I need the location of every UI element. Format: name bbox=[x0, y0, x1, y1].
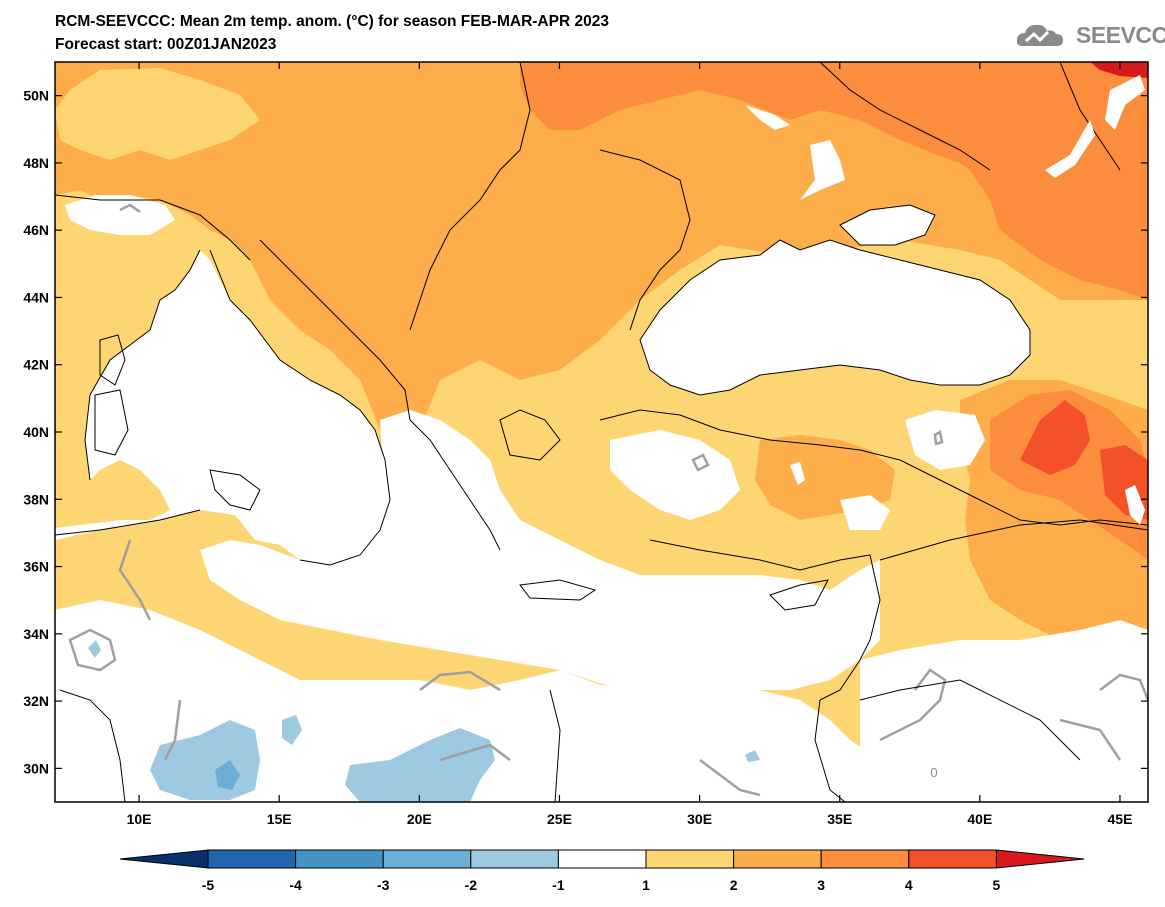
colorbar-segment bbox=[645, 849, 735, 869]
colorbar-segment bbox=[908, 849, 997, 869]
anomaly-field-minus1-2-libya bbox=[345, 728, 495, 802]
lon-label: 30E bbox=[687, 811, 712, 827]
colorbar-label: -2 bbox=[465, 877, 478, 893]
anomaly-field-minus2-3 bbox=[215, 760, 240, 790]
anatolia-white-2 bbox=[905, 410, 985, 470]
latitude-axis: 50N 48N 46N 44N 42N 40N 38N 36N 34N 32N 30N bbox=[23, 88, 1148, 776]
coastlines bbox=[55, 62, 1148, 802]
lat-label: 36N bbox=[23, 559, 49, 575]
zero-contours bbox=[68, 203, 1148, 797]
colorbar-label: 2 bbox=[730, 877, 738, 893]
forecast-start-label: Forecast start: 00Z01JAN2023 bbox=[55, 36, 277, 53]
po-white bbox=[160, 305, 220, 345]
logo-text: SEEVCCC bbox=[1076, 21, 1165, 48]
alps-white bbox=[65, 195, 175, 235]
colorbar-label: -3 bbox=[377, 877, 390, 893]
lat-label: 42N bbox=[23, 357, 49, 373]
anomaly-field-3-4-caucasus bbox=[990, 390, 1148, 560]
mediterranean-sea bbox=[55, 250, 390, 565]
lat-label: 34N bbox=[23, 626, 49, 642]
lat-label: 44N bbox=[23, 289, 49, 305]
colorbar-segment bbox=[470, 849, 559, 869]
anomaly-field-gt5 bbox=[1090, 62, 1148, 78]
colorbar-segment bbox=[382, 849, 472, 869]
aegean-ionian-white bbox=[200, 410, 880, 690]
map-title: RCM-SEEVCCC: Mean 2m temp. anom. (°C) fo… bbox=[55, 13, 609, 30]
lat-label: 50N bbox=[23, 88, 49, 104]
anomaly-field-minus1-2-tunisia bbox=[88, 640, 101, 658]
colorbar-label: -1 bbox=[552, 877, 565, 893]
anomaly-field-minus1-2-sinai bbox=[745, 750, 760, 762]
lon-label: 45E bbox=[1108, 811, 1133, 827]
colorbar: -5 -4 -3 -2 -1 1 2 3 4 5 bbox=[119, 849, 1085, 893]
anatolia-white-1 bbox=[610, 430, 740, 520]
colorbar-segment bbox=[820, 849, 910, 869]
lat-label: 38N bbox=[23, 491, 49, 507]
colorbar-segment bbox=[557, 849, 647, 869]
zero-contour-label: 0 bbox=[930, 765, 937, 780]
cloud-icon bbox=[1016, 24, 1063, 46]
lon-label: 35E bbox=[827, 811, 852, 827]
longitude-axis: 10E 15E 20E 25E 30E 35E 40E 45E bbox=[127, 62, 1133, 827]
rivers bbox=[745, 75, 1145, 525]
lat-label: 32N bbox=[23, 693, 49, 709]
colorbar-label: 1 bbox=[642, 877, 650, 893]
anomaly-field-4-5 bbox=[1020, 400, 1090, 475]
colorbar-label: -5 bbox=[202, 877, 215, 893]
colorbar-segment bbox=[295, 849, 384, 869]
black-sea bbox=[640, 240, 1030, 395]
colorbar-label: 3 bbox=[817, 877, 825, 893]
seevccc-logo: SEEVCCC bbox=[1016, 20, 1165, 50]
colorbar-segment bbox=[119, 849, 209, 869]
anomaly-fields bbox=[55, 62, 1148, 802]
colorbar-segment bbox=[995, 849, 1085, 869]
lat-label: 40N bbox=[23, 424, 49, 440]
lon-label: 20E bbox=[407, 811, 432, 827]
lat-label: 30N bbox=[23, 760, 49, 776]
colorbar-label: -4 bbox=[289, 877, 302, 893]
colorbar-label: 5 bbox=[993, 877, 1001, 893]
colorbar-segment bbox=[733, 849, 822, 869]
lon-label: 15E bbox=[267, 811, 292, 827]
colorbar-segment bbox=[207, 849, 297, 869]
azov-sea bbox=[840, 205, 935, 245]
lon-label: 40E bbox=[967, 811, 992, 827]
lat-label: 46N bbox=[23, 222, 49, 238]
lat-label: 48N bbox=[23, 155, 49, 171]
lon-label: 10E bbox=[127, 811, 152, 827]
anomaly-field-3-4-north bbox=[900, 62, 1148, 300]
anomaly-field-2-3 bbox=[55, 62, 1148, 460]
lon-label: 25E bbox=[547, 811, 572, 827]
anomaly-field-2-3-light bbox=[55, 68, 260, 160]
colorbar-label: 4 bbox=[905, 877, 913, 893]
anomaly-field-minus1-2-libya-small bbox=[282, 715, 302, 745]
anatolia-white-3 bbox=[840, 495, 890, 530]
eastern-mediterranean-white bbox=[55, 600, 1148, 802]
